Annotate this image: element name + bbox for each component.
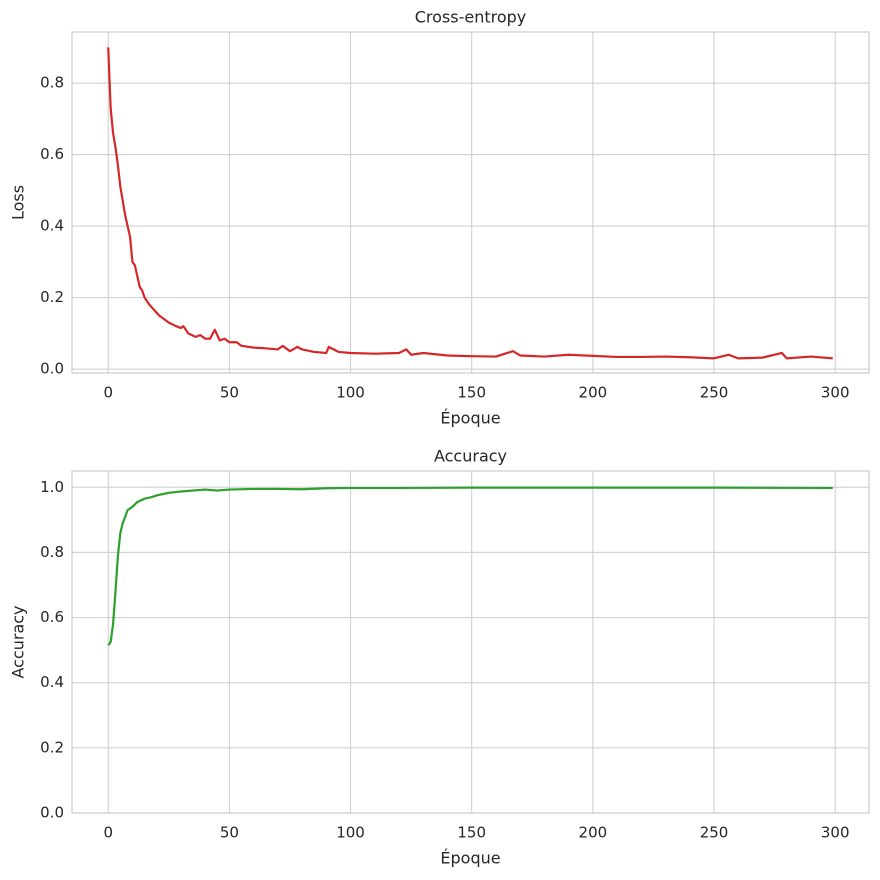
- y-axis-label: Accuracy: [9, 605, 28, 678]
- plot-frame: [71, 470, 870, 814]
- x-tick-label: 300: [821, 384, 850, 402]
- chart-title: Cross-entropy: [415, 8, 527, 27]
- y-tick-label: 0.6: [40, 608, 64, 626]
- x-tick-label: 200: [579, 824, 608, 842]
- x-tick-label: 150: [457, 824, 486, 842]
- y-tick-label: 0.6: [40, 145, 64, 163]
- x-tick-label: 200: [579, 384, 608, 402]
- y-tick-label: 0.2: [40, 738, 64, 756]
- y-axis-label: Loss: [9, 185, 28, 220]
- line: [107, 486, 833, 646]
- x-tick-label: 0: [103, 824, 113, 842]
- x-axis-label: Époque: [440, 849, 500, 868]
- y-tick-label: 0.2: [40, 288, 64, 306]
- x-tick-label: 250: [700, 384, 729, 402]
- plot-frame: [71, 31, 870, 374]
- y-tick-label: 1.0: [40, 478, 64, 496]
- x-axis-label: Époque: [440, 409, 500, 428]
- x-tick-label: 0: [103, 384, 113, 402]
- y-tick-label: 0.0: [40, 360, 64, 378]
- x-tick-label: 150: [457, 384, 486, 402]
- y-tick-label: 0.0: [40, 804, 64, 822]
- x-tick-label: 100: [336, 824, 365, 842]
- y-tick-label: 0.4: [40, 673, 64, 691]
- x-tick-label: 50: [220, 824, 239, 842]
- line: [107, 47, 833, 360]
- x-tick-label: 250: [700, 824, 729, 842]
- y-tick-label: 0.4: [40, 217, 64, 235]
- y-tick-label: 0.8: [40, 543, 64, 561]
- x-tick-label: 300: [821, 824, 850, 842]
- x-tick-label: 100: [336, 384, 365, 402]
- x-tick-label: 50: [220, 384, 239, 402]
- y-tick-label: 0.8: [40, 74, 64, 92]
- chart-title: Accuracy: [434, 447, 507, 466]
